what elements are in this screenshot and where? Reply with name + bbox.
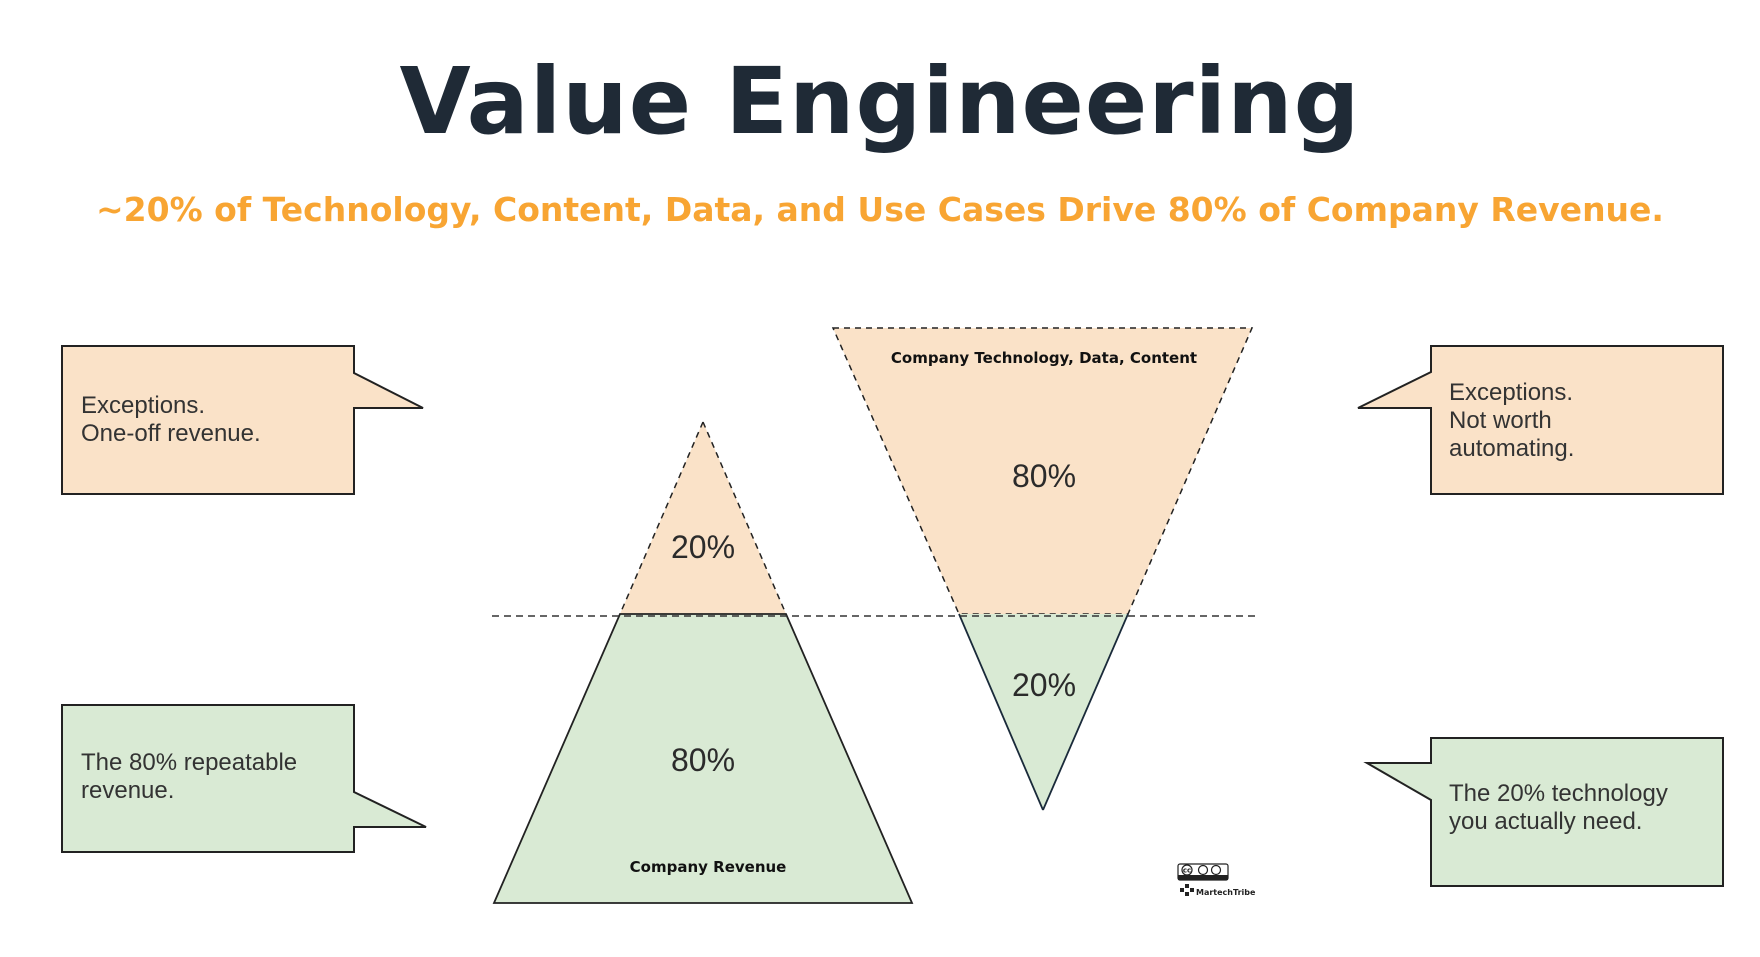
inverted-pyramid-bottom-section	[959, 614, 1128, 810]
inverted-pyramid-bottom-percent: 20%	[1012, 667, 1076, 703]
brand-logo: MartechTribe	[1180, 884, 1256, 897]
brand-logo-icon	[1180, 884, 1194, 896]
callout-top-left-text: Exceptions. One-off revenue.	[81, 392, 261, 447]
brand-name: MartechTribe	[1196, 888, 1256, 897]
license-badge-text: cc	[1183, 867, 1191, 875]
page-subtitle: ~20% of Technology, Content, Data, and U…	[96, 190, 1664, 229]
inverted-pyramid-bottom-left-edge	[958, 613, 1044, 811]
pyramid-label: Company Revenue	[630, 858, 787, 876]
page-title: Value Engineering	[399, 48, 1361, 155]
pyramid-bottom-section	[494, 614, 912, 903]
pyramid-bottom-percent: 80%	[671, 742, 735, 778]
callout-bottom-right-box	[1363, 737, 1724, 887]
callout-top-left-box	[61, 345, 424, 495]
pyramid-top-right-edge	[702, 421, 787, 615]
callout-bottom-left-box	[61, 704, 427, 853]
inverted-pyramid-top-percent: 80%	[1012, 458, 1076, 494]
pyramid-bottom-outline	[492, 613, 914, 904]
pyramid-top-percent: 20%	[671, 529, 735, 565]
inverted-pyramid-label: Company Technology, Data, Content	[891, 349, 1197, 367]
inverted-pyramid-bottom-right-edge	[1042, 613, 1129, 811]
callout-bottom-left-text: The 80% repeatable revenue.	[81, 749, 298, 804]
callout-top-right-text: Exceptions. Not worth automating.	[1449, 379, 1575, 462]
callout-bottom-right-text: The 20% technology you actually need.	[1449, 780, 1668, 835]
pyramid-top-section	[620, 422, 786, 614]
callout-top-right-box	[1357, 345, 1724, 495]
license-badge: cc	[1177, 863, 1229, 881]
pyramid-top-left-edge	[619, 421, 704, 615]
